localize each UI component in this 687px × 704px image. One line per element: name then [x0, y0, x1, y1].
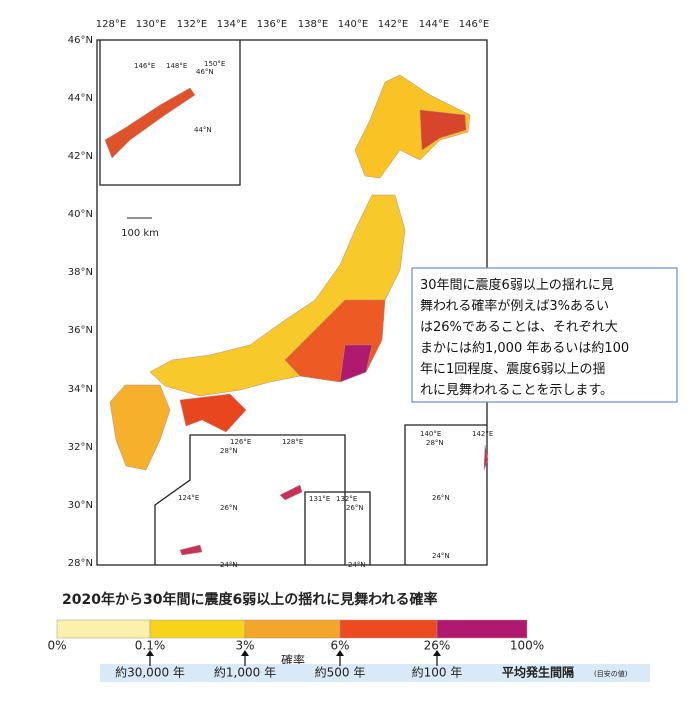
- inset-label: 28°N: [220, 447, 238, 455]
- note-frame: [411, 267, 678, 403]
- lat-label: 36°N: [68, 325, 93, 336]
- lon-label: 136°E: [257, 19, 287, 30]
- inset-label: 146°E: [134, 62, 155, 70]
- legend-tick-label: 26%: [424, 639, 451, 653]
- lat-label: 44°N: [68, 93, 93, 104]
- lon-label: 132°E: [177, 19, 207, 30]
- legend-title: 2020年から30年間に震度6弱以上の揺れに見舞われる確率: [62, 591, 438, 608]
- lon-label: 138°E: [298, 19, 328, 30]
- legend-swatch: [244, 619, 341, 639]
- note-line: 年に1回程度、震度6弱以上の揺: [420, 361, 606, 377]
- inset-label: 124°E: [178, 494, 199, 502]
- lon-label: 142°E: [378, 19, 408, 30]
- interval-label: 約100 年: [412, 665, 463, 680]
- interval-band: [100, 664, 650, 682]
- arrow-head: [241, 650, 249, 656]
- inset-label: 26°N: [346, 504, 364, 512]
- lon-label: 140°E: [338, 19, 368, 30]
- inset-frame: [404, 424, 487, 565]
- lat-label: 38°N: [68, 267, 93, 278]
- interval-label: 約30,000 年: [115, 665, 185, 680]
- inset-label: 142°E: [472, 430, 493, 438]
- arrow-head: [433, 650, 441, 656]
- lon-label: 134°E: [217, 19, 247, 30]
- lon-label: 128°E: [96, 19, 126, 30]
- lat-label: 30°N: [68, 500, 93, 511]
- inset-label: 24°N: [348, 561, 366, 569]
- note-line: は26%であることは、それぞれ大: [420, 320, 618, 335]
- legend-swatch: [149, 619, 246, 639]
- inset-label: 150°E: [204, 60, 225, 68]
- lat-label: 32°N: [68, 442, 93, 453]
- legend-swatch: [56, 619, 151, 639]
- inset-label: 28°N: [426, 439, 444, 447]
- legend-swatch: [436, 619, 528, 639]
- inset-label: 132°E: [336, 495, 357, 503]
- inset-label: 26°N: [220, 504, 238, 512]
- inset-label: 126°E: [230, 438, 251, 446]
- interval-label: 約1,000 年: [214, 665, 276, 680]
- lat-label: 42°N: [68, 151, 93, 162]
- map: 100 km 128°E 130°E 132°E 134°E 136°E 138…: [68, 19, 494, 569]
- lat-label: 28°N: [68, 558, 93, 569]
- inset-frame: [304, 491, 371, 565]
- legend-axis-label: 確率: [281, 653, 305, 668]
- inset-label: 44°N: [194, 126, 212, 134]
- lat-label: 46°N: [68, 35, 93, 46]
- legend: 2020年から30年間に震度6弱以上の揺れに見舞われる確率 確率 平均発生間隔 …: [47, 591, 650, 682]
- lat-label: 34°N: [68, 384, 93, 395]
- legend-tick-label: 3%: [235, 639, 254, 653]
- note-line: 舞われる確率が例えば3%あるい: [420, 298, 609, 314]
- inset-frame: [99, 40, 241, 186]
- lat-label: 40°N: [68, 209, 93, 220]
- lon-label: 146°E: [459, 19, 489, 30]
- legend-tick-label: 100%: [510, 639, 544, 653]
- land: [104, 74, 489, 556]
- scale-label: 100 km: [121, 228, 159, 239]
- inset-label: 24°N: [432, 552, 450, 560]
- inset-label: 128°E: [282, 438, 303, 446]
- interval-label: 約500 年: [315, 665, 366, 680]
- inset-label: 140°E: [420, 430, 441, 438]
- inset-label: 131°E: [309, 495, 330, 503]
- lon-label: 144°E: [419, 19, 449, 30]
- legend-tick-label: 0%: [47, 639, 66, 653]
- legend-swatch: [339, 619, 438, 639]
- lon-label: 130°E: [136, 19, 166, 30]
- inset-label: 46°N: [196, 68, 214, 76]
- legend-tick-label: 0.1%: [135, 639, 166, 653]
- arrow-head: [336, 650, 344, 656]
- inset-label: 26°N: [432, 494, 450, 502]
- note-box: 30年間に震度6弱以上の揺れに見 舞われる確率が例えば3%あるい は26%である…: [411, 267, 678, 403]
- arrow-head: [146, 650, 154, 656]
- inset-frame: [154, 434, 346, 565]
- inset-label: 24°N: [220, 561, 238, 569]
- note-line: れに見舞われることを示します。: [420, 383, 613, 398]
- note-line: 30年間に震度6弱以上の揺れに見: [420, 277, 614, 293]
- interval-note: (目安の値): [594, 669, 628, 678]
- inset-label: 148°E: [166, 62, 187, 70]
- legend-tick-label: 6%: [330, 639, 349, 653]
- interval-title: 平均発生間隔: [502, 665, 574, 680]
- note-line: まかには約1,000 年あるいは約100: [420, 341, 629, 356]
